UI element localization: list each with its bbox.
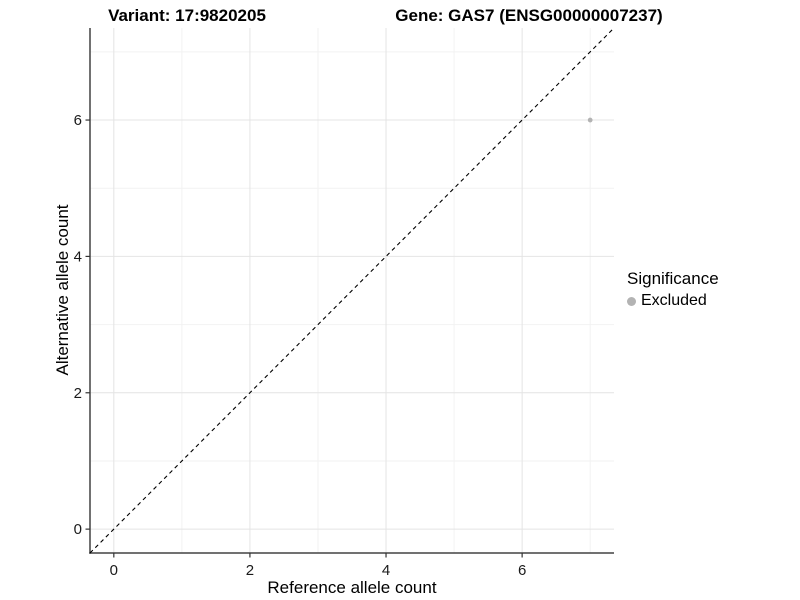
legend-item-label: Excluded (641, 292, 707, 309)
y-axis-title: Alternative allele count (53, 204, 72, 376)
gene-title: Gene: GAS7 (ENSG00000007237) (395, 6, 663, 25)
y-tick-label: 0 (74, 521, 82, 538)
x-tick-label: 2 (246, 562, 254, 579)
y-tick-label: 2 (74, 385, 82, 402)
y-tick-label: 4 (74, 248, 82, 265)
data-point (587, 117, 593, 123)
x-tick-label: 0 (110, 562, 118, 579)
x-tick-label: 4 (382, 562, 390, 579)
x-axis-title: Reference allele count (267, 578, 437, 597)
x-tick-label: 6 (518, 562, 526, 579)
legend-key-dot-icon (627, 296, 636, 306)
variant-title: Variant: 17:9820205 (108, 6, 266, 25)
legend-item-excluded: Excluded (627, 292, 719, 310)
legend-title: Significance (627, 269, 719, 288)
legend: Significance Excluded (627, 269, 719, 310)
y-tick-label: 6 (74, 112, 82, 129)
identity-reference-line (89, 27, 615, 554)
